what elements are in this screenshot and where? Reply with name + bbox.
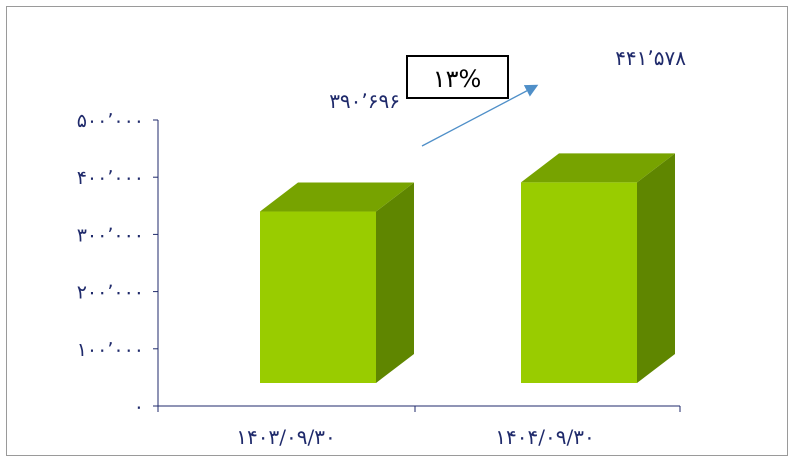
x-labels: ۱۴۰۳/۰۹/۳۰ ۱۴۰۴/۰۹/۳۰ <box>236 425 594 449</box>
bar-front <box>521 182 637 383</box>
bar: ۴۴۱٬۵۷۸ <box>521 46 686 383</box>
bar-side <box>637 153 675 383</box>
y-tick-label: ۱۰۰٬۰۰۰ <box>77 339 144 361</box>
bar-side <box>376 183 414 383</box>
bar-value-label: ۴۴۱٬۵۷۸ <box>615 46 686 70</box>
y-tick-label: ۳۰۰٬۰۰۰ <box>77 224 144 246</box>
y-tick-label: ۲۰۰٬۰۰۰ <box>77 282 144 304</box>
y-tick-label: ۵۰۰٬۰۰۰ <box>77 110 144 132</box>
x-category-label: ۱۴۰۴/۰۹/۳۰ <box>495 425 594 449</box>
x-category-label: ۱۴۰۳/۰۹/۳۰ <box>236 425 335 449</box>
growth-percent: ۱۳% <box>433 65 482 93</box>
bar-front <box>260 212 376 383</box>
y-tick-label: ۴۰۰٬۰۰۰ <box>77 167 144 189</box>
y-tick-label: ۰ <box>134 396 144 418</box>
bar: ۳۹۰٬۶۹۶ <box>260 89 414 383</box>
annotation: ۱۳% <box>407 56 536 146</box>
bar-value-label: ۳۹۰٬۶۹۶ <box>329 89 400 113</box>
